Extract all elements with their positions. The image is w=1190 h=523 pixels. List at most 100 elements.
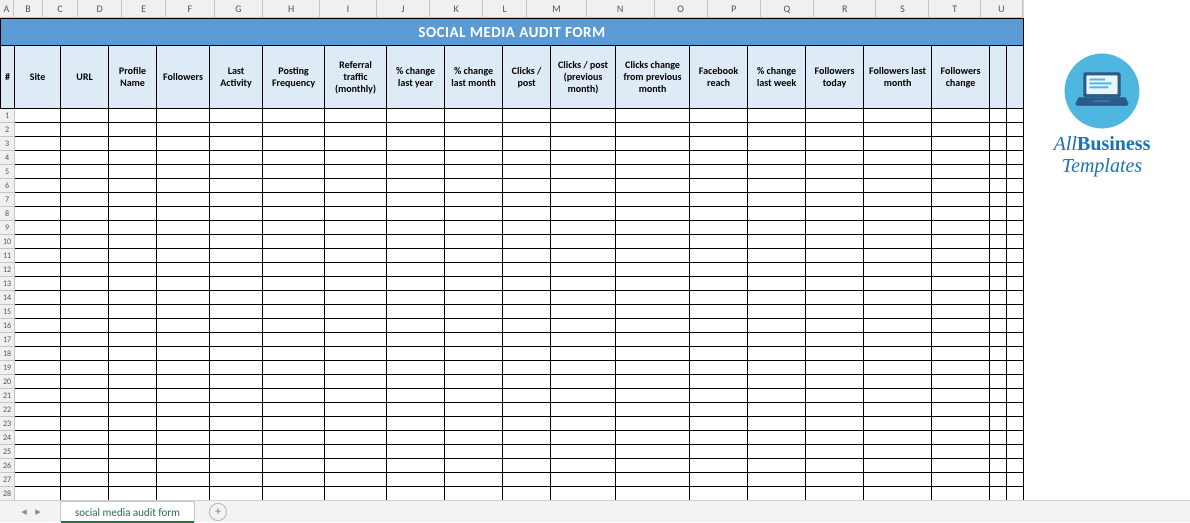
cell[interactable] xyxy=(325,249,387,263)
cell[interactable] xyxy=(690,445,748,459)
cell[interactable] xyxy=(387,235,445,249)
cell[interactable] xyxy=(325,305,387,319)
cell[interactable] xyxy=(1007,291,1024,305)
tab-nav-next-icon[interactable]: ▸ xyxy=(34,505,42,518)
cell[interactable] xyxy=(61,109,109,123)
cell[interactable] xyxy=(445,487,503,501)
cell[interactable] xyxy=(503,473,551,487)
cell[interactable] xyxy=(932,403,990,417)
cell[interactable] xyxy=(387,487,445,501)
cell[interactable] xyxy=(109,109,157,123)
cell[interactable] xyxy=(15,361,61,375)
cell[interactable] xyxy=(15,235,61,249)
cell[interactable] xyxy=(690,165,748,179)
cell[interactable] xyxy=(157,319,210,333)
cell[interactable] xyxy=(387,319,445,333)
cell[interactable] xyxy=(864,291,932,305)
cell[interactable] xyxy=(210,277,263,291)
cell[interactable] xyxy=(210,193,263,207)
column-letter[interactable]: J xyxy=(377,0,430,17)
cell[interactable] xyxy=(806,151,864,165)
cell[interactable] xyxy=(690,151,748,165)
cell[interactable] xyxy=(263,193,325,207)
cell[interactable] xyxy=(864,123,932,137)
cell[interactable] xyxy=(263,333,325,347)
cell[interactable] xyxy=(61,123,109,137)
cell[interactable] xyxy=(551,487,616,501)
cell[interactable] xyxy=(210,165,263,179)
column-letter[interactable]: I xyxy=(320,0,377,17)
cell[interactable] xyxy=(932,417,990,431)
cell[interactable] xyxy=(325,417,387,431)
cell[interactable] xyxy=(990,137,1007,151)
cell[interactable] xyxy=(864,403,932,417)
cell[interactable] xyxy=(61,319,109,333)
cell[interactable] xyxy=(616,403,690,417)
cell[interactable] xyxy=(748,459,806,473)
header-cell[interactable]: Facebook reach xyxy=(690,46,748,108)
cell[interactable] xyxy=(806,473,864,487)
cell[interactable] xyxy=(325,291,387,305)
cell[interactable] xyxy=(932,361,990,375)
cell[interactable] xyxy=(806,347,864,361)
cell[interactable] xyxy=(864,109,932,123)
cell[interactable] xyxy=(990,165,1007,179)
cell[interactable] xyxy=(157,165,210,179)
cell[interactable] xyxy=(503,459,551,473)
cell[interactable] xyxy=(61,333,109,347)
cell[interactable] xyxy=(864,473,932,487)
cell[interactable] xyxy=(690,305,748,319)
cell[interactable] xyxy=(210,319,263,333)
row-number[interactable]: 4 xyxy=(0,151,15,165)
cell[interactable] xyxy=(748,403,806,417)
cell[interactable] xyxy=(806,487,864,501)
cell[interactable] xyxy=(445,291,503,305)
cell[interactable] xyxy=(551,333,616,347)
cell[interactable] xyxy=(503,151,551,165)
cell[interactable] xyxy=(690,347,748,361)
cell[interactable] xyxy=(15,375,61,389)
cell[interactable] xyxy=(864,277,932,291)
cell[interactable] xyxy=(990,487,1007,501)
cell[interactable] xyxy=(445,473,503,487)
cell[interactable] xyxy=(263,109,325,123)
header-cell[interactable]: Posting Frequency xyxy=(263,46,325,108)
cell[interactable] xyxy=(15,403,61,417)
header-cell[interactable]: Followers last month xyxy=(864,46,932,108)
column-letter[interactable]: D xyxy=(78,0,122,17)
cell[interactable] xyxy=(1007,319,1024,333)
cell[interactable] xyxy=(932,487,990,501)
cell[interactable] xyxy=(109,151,157,165)
cell[interactable] xyxy=(690,235,748,249)
cell[interactable] xyxy=(210,207,263,221)
column-letter[interactable]: G xyxy=(215,0,264,17)
cell[interactable] xyxy=(616,445,690,459)
row-number[interactable]: 10 xyxy=(0,235,15,249)
cell[interactable] xyxy=(210,403,263,417)
cell[interactable] xyxy=(616,389,690,403)
cell[interactable] xyxy=(990,249,1007,263)
cell[interactable] xyxy=(263,319,325,333)
cell[interactable] xyxy=(61,361,109,375)
header-cell[interactable]: Clicks / post (previous month) xyxy=(551,46,616,108)
cell[interactable] xyxy=(387,305,445,319)
cell[interactable] xyxy=(263,487,325,501)
cell[interactable] xyxy=(1007,375,1024,389)
cell[interactable] xyxy=(445,417,503,431)
cell[interactable] xyxy=(210,347,263,361)
cell[interactable] xyxy=(325,319,387,333)
tab-active[interactable]: social media audit form xyxy=(60,501,195,522)
cell[interactable] xyxy=(387,249,445,263)
cell[interactable] xyxy=(61,431,109,445)
cell[interactable] xyxy=(387,137,445,151)
cell[interactable] xyxy=(15,319,61,333)
cell[interactable] xyxy=(15,417,61,431)
cell[interactable] xyxy=(325,207,387,221)
cell[interactable] xyxy=(806,277,864,291)
cell[interactable] xyxy=(932,235,990,249)
cell[interactable] xyxy=(864,389,932,403)
cell[interactable] xyxy=(990,179,1007,193)
cell[interactable] xyxy=(616,165,690,179)
cell[interactable] xyxy=(210,263,263,277)
cell[interactable] xyxy=(157,375,210,389)
